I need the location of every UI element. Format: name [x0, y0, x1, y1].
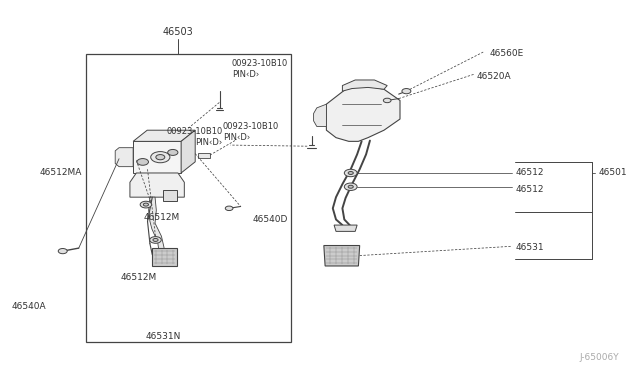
Circle shape [137, 158, 148, 165]
Text: J-65006Y: J-65006Y [580, 353, 620, 362]
Polygon shape [148, 197, 164, 255]
Text: 46540D: 46540D [253, 215, 288, 224]
Polygon shape [314, 104, 326, 126]
Text: 46503: 46503 [163, 27, 193, 36]
Circle shape [140, 201, 152, 208]
Polygon shape [130, 173, 184, 197]
Text: 46540A: 46540A [12, 302, 46, 311]
Text: 46531N: 46531N [145, 332, 181, 341]
Text: 00923-10B10
PIN‹D›: 00923-10B10 PIN‹D› [232, 59, 288, 78]
Text: 46512M: 46512M [144, 213, 180, 222]
Circle shape [143, 203, 148, 206]
Circle shape [168, 150, 178, 155]
Text: 46512M: 46512M [120, 273, 157, 282]
Text: 00923-10B10
PIN‹D›: 00923-10B10 PIN‹D› [166, 127, 223, 147]
Circle shape [402, 89, 411, 94]
Polygon shape [324, 246, 360, 266]
Polygon shape [198, 153, 210, 158]
Circle shape [348, 171, 353, 174]
Polygon shape [115, 148, 133, 167]
Bar [86, 54, 291, 342]
Circle shape [58, 248, 67, 254]
Circle shape [156, 155, 165, 160]
Polygon shape [133, 130, 195, 141]
Text: 46501: 46501 [598, 169, 627, 177]
Text: 46520A: 46520A [477, 72, 511, 81]
Text: 46512: 46512 [515, 169, 544, 177]
Circle shape [225, 206, 233, 211]
Text: 46531: 46531 [515, 243, 544, 252]
Text: 46512MA: 46512MA [40, 169, 82, 177]
Polygon shape [181, 130, 195, 173]
Circle shape [383, 98, 391, 103]
Circle shape [344, 169, 357, 177]
Text: 46560E: 46560E [490, 49, 524, 58]
Circle shape [348, 185, 353, 188]
Text: 00923-10B10
PIN‹D›: 00923-10B10 PIN‹D› [223, 122, 279, 142]
Polygon shape [133, 141, 181, 173]
Polygon shape [342, 80, 387, 91]
Polygon shape [152, 248, 177, 266]
Polygon shape [334, 225, 357, 231]
Circle shape [151, 152, 170, 163]
Circle shape [153, 238, 158, 241]
Polygon shape [326, 86, 400, 141]
Circle shape [344, 183, 357, 190]
Circle shape [150, 237, 161, 243]
Text: 46512: 46512 [515, 185, 544, 194]
Polygon shape [163, 190, 177, 201]
